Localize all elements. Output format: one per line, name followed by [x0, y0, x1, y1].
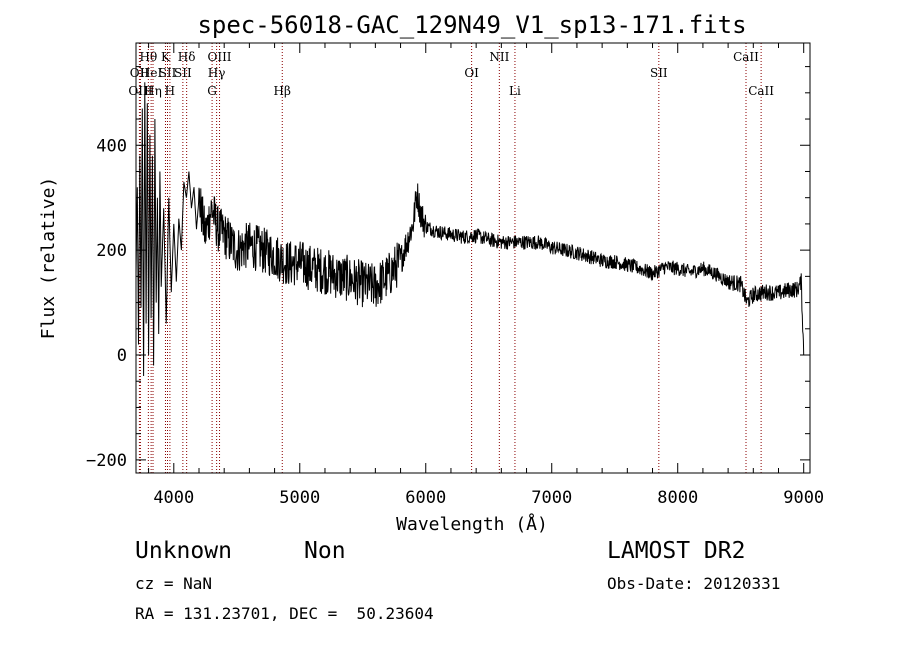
- y-tick-label: −200: [86, 451, 127, 471]
- survey-name: LAMOST DR2: [607, 538, 746, 564]
- marker-label: HeI: [140, 66, 163, 80]
- marker-label: SII: [650, 66, 668, 80]
- x-tick-label: 4000: [153, 488, 194, 508]
- object-class: Unknown: [135, 538, 232, 564]
- marker-label: OI: [464, 66, 479, 80]
- y-tick-label: 200: [96, 241, 127, 261]
- x-tick-label: 5000: [279, 488, 320, 508]
- marker-label: NII: [489, 50, 509, 64]
- marker-label: OII: [130, 66, 150, 80]
- x-tick-label: 7000: [531, 488, 572, 508]
- marker-label: Li: [509, 84, 521, 98]
- coordinates-readout: RA = 131.23701, DEC = 50.23604: [135, 604, 434, 623]
- y-tick-label: 0: [117, 346, 127, 366]
- marker-label: OIII: [207, 50, 231, 64]
- chart-title: spec-56018-GAC_129N49_V1_sp13-171.fits: [197, 11, 746, 39]
- y-tick-label: 400: [96, 136, 127, 156]
- x-tick-label: 9000: [783, 488, 824, 508]
- spectrum-layer: [135, 82, 805, 377]
- marker-label: Hη: [144, 84, 162, 98]
- marker-label: SII: [159, 66, 177, 80]
- spectrum-line: [135, 82, 805, 377]
- marker-label: Hβ: [274, 84, 291, 98]
- axes-layer: 4000 5000 6000 7000 8000 9000 −200 0 200 400: [86, 43, 824, 508]
- x-tick-label: 6000: [405, 488, 446, 508]
- marker-label: OIII: [128, 84, 152, 98]
- marker-label: Hθ: [139, 50, 157, 64]
- x-tick-label: 8000: [657, 488, 698, 508]
- observation-date: Obs-Date: 20120331: [607, 574, 781, 593]
- marker-label: H: [165, 84, 175, 98]
- marker-label: K: [161, 50, 171, 64]
- plot-frame: [135, 42, 811, 474]
- marker-label: SII: [174, 66, 192, 80]
- marker-label: G: [207, 84, 217, 98]
- object-subclass: Non: [304, 538, 346, 564]
- x-axis-label: Wavelength (Å): [396, 513, 548, 535]
- marker-label: CaII: [733, 50, 759, 64]
- marker-label: Hγ: [208, 66, 226, 80]
- marker-label: Hδ: [178, 50, 196, 64]
- marker-label: CaII: [748, 84, 774, 98]
- redshift-readout: cz = NaN: [135, 574, 213, 593]
- y-axis-label: Flux (relative): [38, 177, 59, 340]
